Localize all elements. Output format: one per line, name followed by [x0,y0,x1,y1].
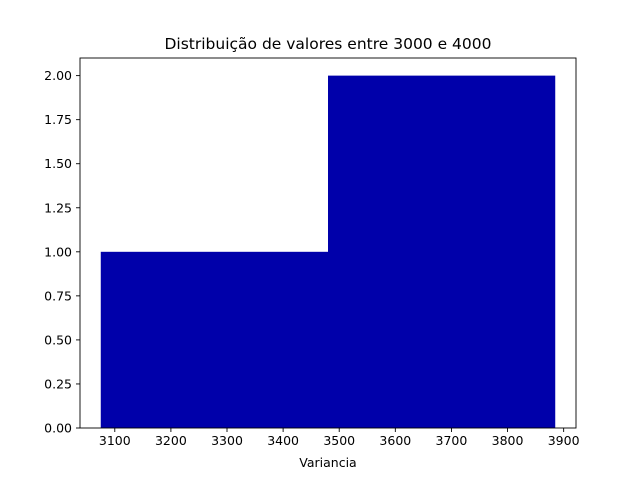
y-tick-label: 0.50 [44,332,72,347]
y-tick-label: 0.75 [44,288,72,303]
histogram-bar-1 [100,251,328,428]
chart-title: Distribuição de valores entre 3000 e 400… [164,35,491,53]
x-tick-label: 3700 [436,433,468,448]
histogram-bar-2 [328,75,556,428]
y-axis-ticks: 0.00 0.25 0.50 0.75 1.00 1.25 1.50 1.75 2.00 [44,68,80,436]
y-tick-label: 1.25 [44,200,72,215]
x-tick-label: 3800 [492,433,524,448]
y-tick-label: 1.00 [44,244,72,259]
y-tick-label: 0.25 [44,376,72,391]
y-tick-label: 1.50 [44,156,72,171]
bars-group [100,75,556,428]
x-tick-label: 3300 [211,433,243,448]
y-tick-label: 1.75 [44,112,72,127]
y-tick-label: 0.00 [44,421,72,436]
plot-frame [79,57,577,429]
x-tick-label: 3500 [323,433,355,448]
x-axis-label: Variancia [299,455,356,470]
x-tick-label: 3100 [99,433,131,448]
y-tick-label: 2.00 [44,68,72,83]
x-tick-label: 3400 [267,433,299,448]
x-tick-label: 3900 [548,433,580,448]
x-axis-ticks: 3100 3200 3300 3400 3500 3600 3700 3800 3900 [99,428,580,448]
x-tick-label: 3200 [155,433,187,448]
x-tick-label: 3600 [379,433,411,448]
